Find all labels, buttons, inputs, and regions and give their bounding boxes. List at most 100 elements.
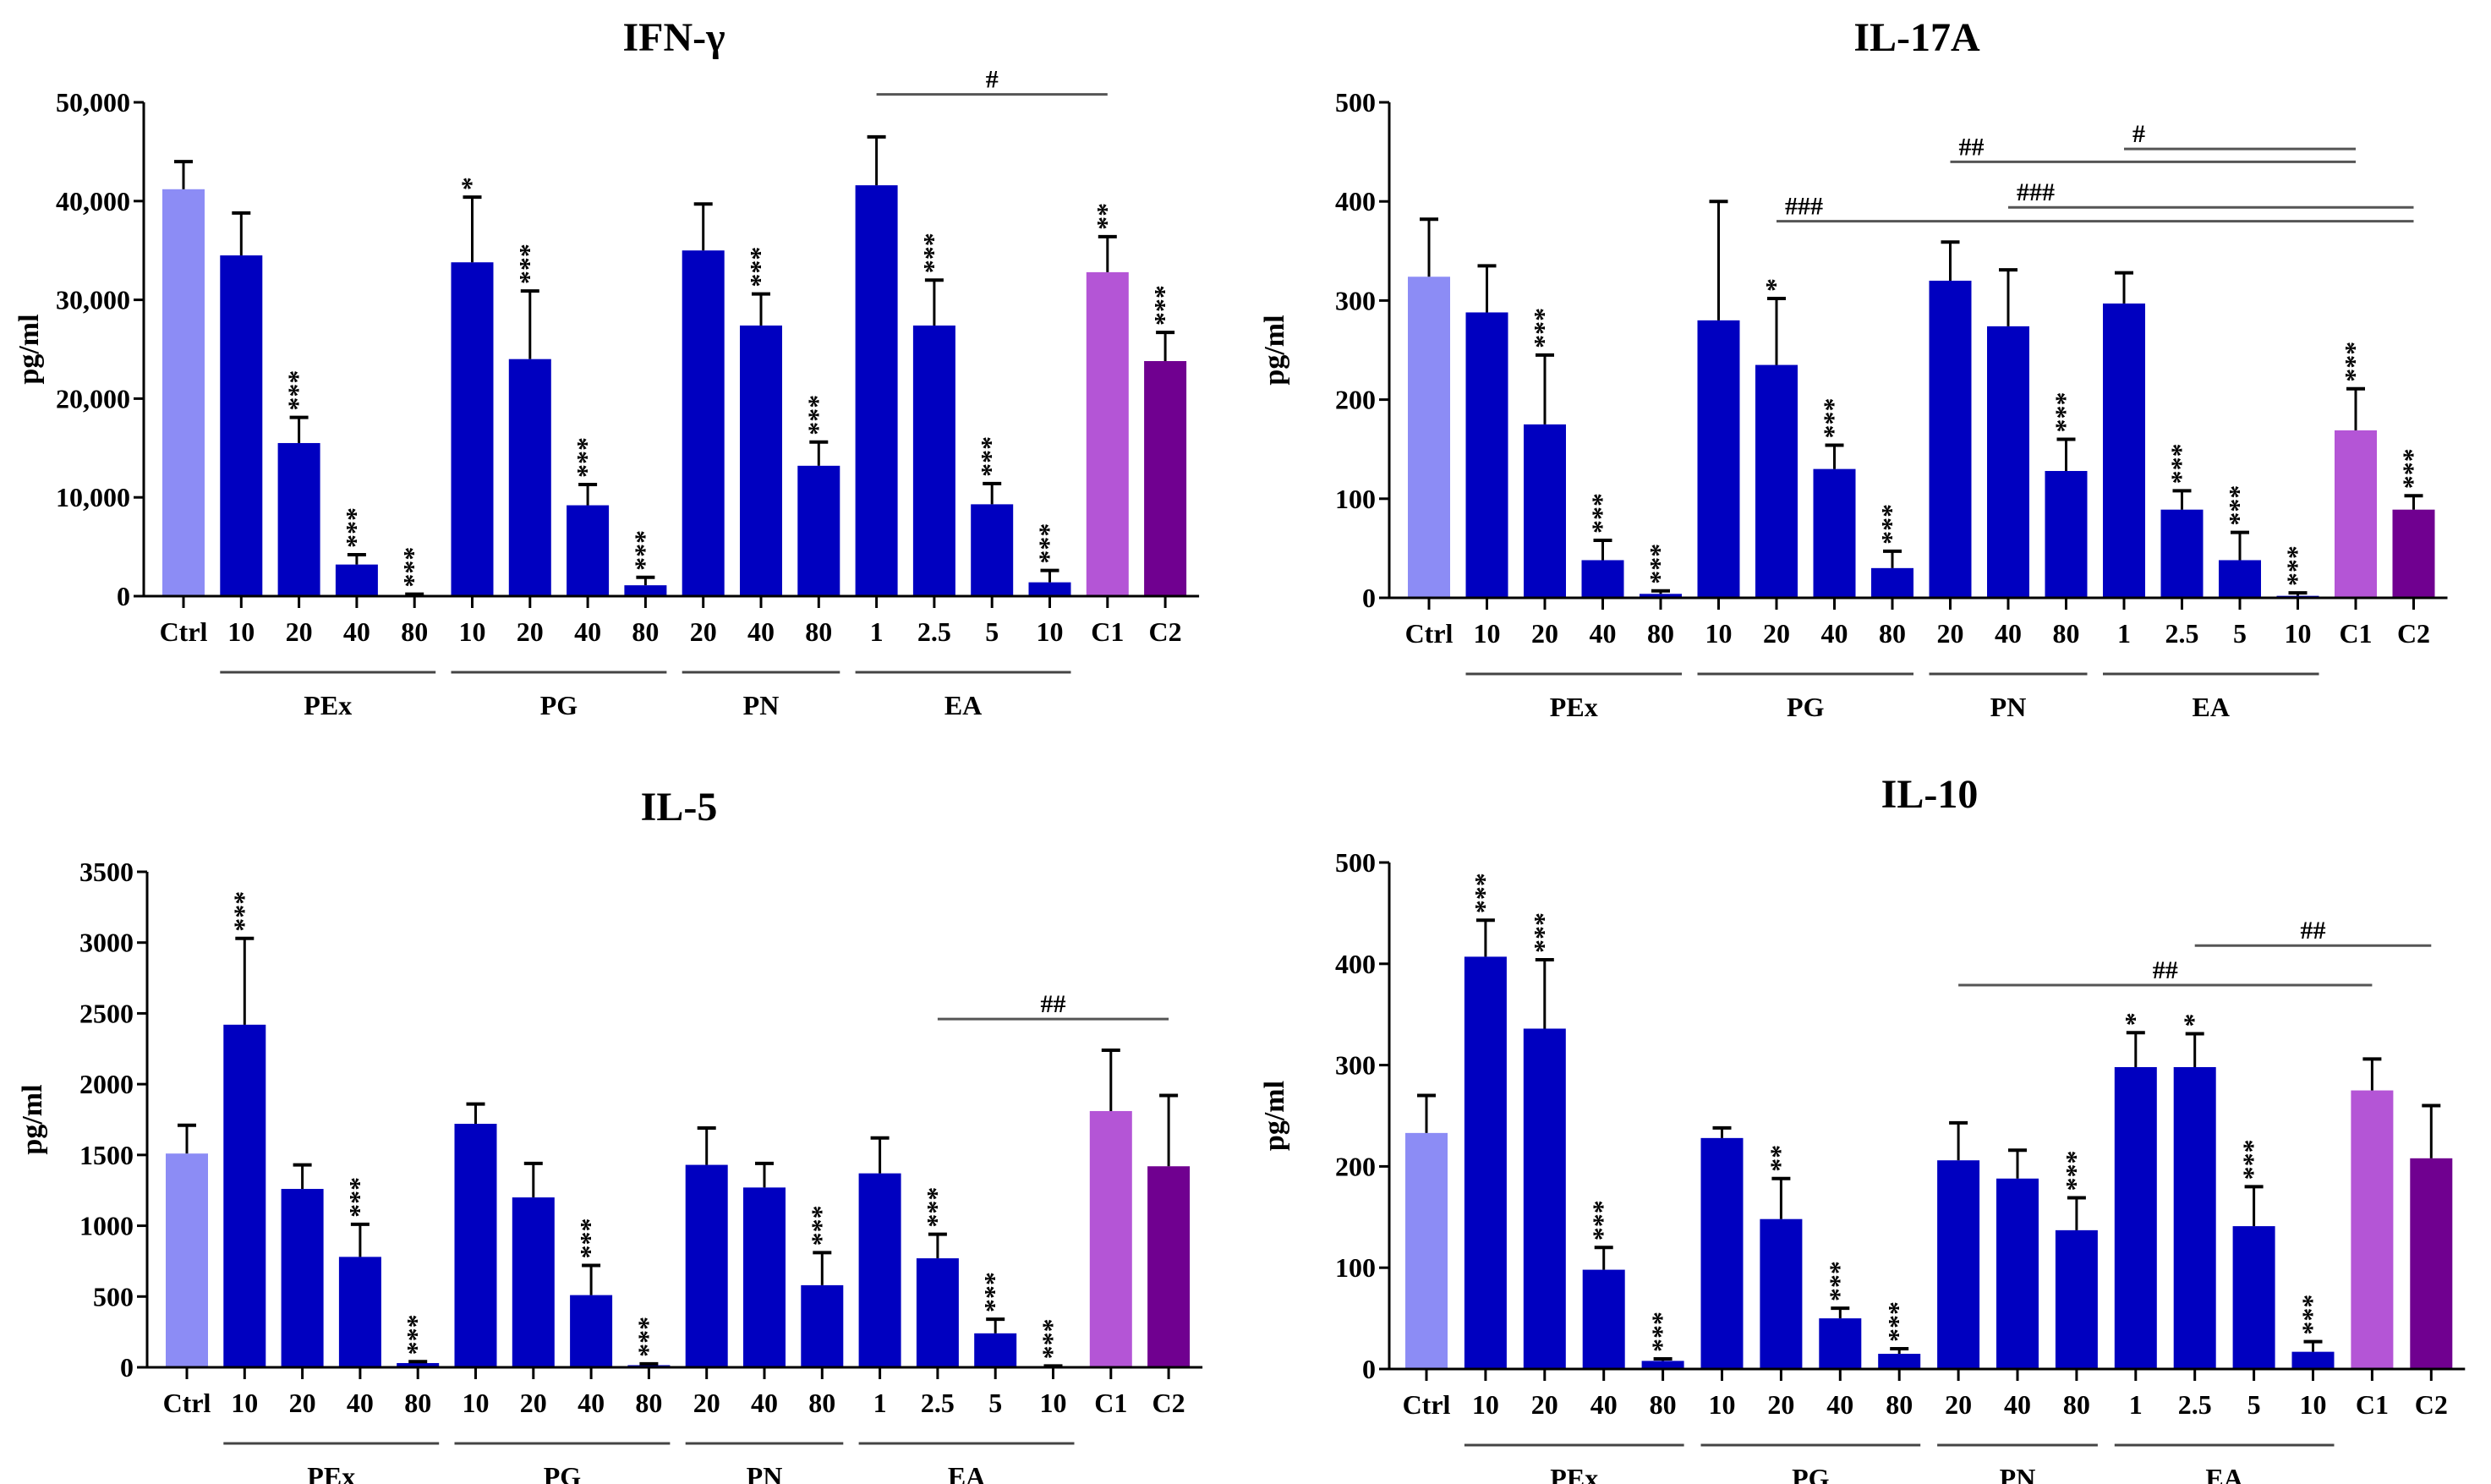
comparison-label-2: ### xyxy=(2017,178,2055,206)
group-label-2: PN xyxy=(747,1461,783,1484)
bar-0 xyxy=(166,1153,208,1367)
x-tick-label-7: 40 xyxy=(574,616,601,647)
x-tick-label-2: 20 xyxy=(286,616,313,647)
x-tick-label-6: 20 xyxy=(1767,1389,1794,1420)
y-tick-label-1: 100 xyxy=(1335,1252,1376,1283)
significance-stars-8: *** xyxy=(1882,1301,1913,1342)
y-tick-label-5: 500 xyxy=(1335,87,1376,118)
comparison-label-0: # xyxy=(986,66,999,94)
bar-11 xyxy=(797,465,840,596)
x-tick-label-13: 2.5 xyxy=(921,1388,955,1418)
bar-17 xyxy=(1144,361,1187,596)
significance-stars-4: *** xyxy=(397,547,428,588)
significance-stars-8: *** xyxy=(628,530,659,571)
bar-9 xyxy=(1929,280,1972,598)
bar-12 xyxy=(2114,1066,2157,1369)
y-tick-label-6: 3000 xyxy=(79,928,134,958)
x-tick-label-13: 2.5 xyxy=(2165,618,2199,649)
bar-12 xyxy=(855,185,898,596)
significance-stars-5: * xyxy=(456,177,486,190)
significance-stars-2: *** xyxy=(282,370,313,411)
x-tick-label-13: 2.5 xyxy=(2178,1389,2212,1420)
x-tick-label-5: 10 xyxy=(1709,1389,1736,1420)
y-tick-label-3: 300 xyxy=(1335,1050,1376,1081)
x-tick-label-15: 10 xyxy=(2300,1389,2327,1420)
x-tick-label-4: 80 xyxy=(404,1388,431,1418)
significance-stars-16: ** xyxy=(1091,203,1121,230)
comparison-label-1: ## xyxy=(1959,133,1985,161)
x-tick-label-4: 80 xyxy=(401,616,428,647)
significance-stars-3: *** xyxy=(1587,1200,1618,1240)
x-tick-label-8: 80 xyxy=(635,1388,662,1418)
significance-stars-15: *** xyxy=(2281,545,2312,586)
bar-4 xyxy=(1641,1361,1684,1369)
group-label-3: EA xyxy=(944,690,982,720)
significance-stars-3: *** xyxy=(343,1177,374,1218)
x-tick-label-10: 40 xyxy=(751,1388,778,1418)
bar-8 xyxy=(624,585,667,596)
x-tick-label-8: 80 xyxy=(1886,1389,1913,1420)
significance-stars-6: * xyxy=(1760,278,1790,292)
group-label-2: PN xyxy=(1990,692,2027,722)
y-axis-label: pg/ml xyxy=(1259,315,1290,385)
x-tick-label-1: 10 xyxy=(1474,618,1501,649)
y-tick-label-0: 0 xyxy=(120,1352,134,1383)
bar-8 xyxy=(1871,567,1913,598)
group-label-3: EA xyxy=(2193,692,2230,722)
x-tick-label-11: 80 xyxy=(808,1388,835,1418)
bar-1 xyxy=(220,255,263,596)
bar-9 xyxy=(1937,1160,1980,1369)
bar-7 xyxy=(567,505,610,596)
x-tick-label-0: Ctrl xyxy=(163,1388,211,1418)
x-tick-label-16: C1 xyxy=(2339,618,2372,649)
significance-stars-7: *** xyxy=(1823,1261,1853,1301)
bar-10 xyxy=(1987,326,2029,598)
x-tick-label-7: 40 xyxy=(1821,618,1848,649)
bar-2 xyxy=(1524,424,1566,598)
bar-12 xyxy=(2103,303,2145,598)
bar-9 xyxy=(682,250,725,596)
x-tick-label-3: 40 xyxy=(1590,1389,1618,1420)
y-tick-label-0: 0 xyxy=(1362,583,1376,613)
y-axis-label: pg/ml xyxy=(17,1084,48,1154)
group-label-0: PEx xyxy=(1550,692,1598,722)
comparison-label-0: ## xyxy=(2153,956,2178,984)
group-label-1: PG xyxy=(1787,692,1825,722)
significance-stars-6: *** xyxy=(513,244,544,284)
x-tick-label-11: 80 xyxy=(2053,618,2080,649)
y-tick-label-7: 3500 xyxy=(79,857,134,887)
group-label-1: PG xyxy=(1792,1463,1830,1484)
comparison-label-3: ### xyxy=(1785,193,1823,221)
bar-13 xyxy=(916,1258,959,1367)
y-tick-label-1: 500 xyxy=(93,1281,134,1312)
x-tick-label-15: 10 xyxy=(1040,1388,1067,1418)
significance-stars-16: *** xyxy=(2339,342,2369,382)
bar-6 xyxy=(512,1197,555,1367)
group-label-0: PEx xyxy=(307,1461,355,1484)
y-axis-label: pg/ml xyxy=(1259,1081,1290,1151)
x-tick-label-16: C1 xyxy=(2356,1389,2389,1420)
bar-6 xyxy=(1755,364,1798,598)
x-tick-label-12: 1 xyxy=(2129,1389,2143,1420)
y-tick-label-3: 30,000 xyxy=(56,285,130,315)
bar-0 xyxy=(1408,277,1450,598)
x-tick-label-0: Ctrl xyxy=(160,616,208,647)
y-tick-label-4: 400 xyxy=(1335,186,1376,216)
significance-stars-11: *** xyxy=(2060,1151,2090,1191)
x-tick-label-5: 10 xyxy=(459,616,486,647)
x-tick-label-5: 10 xyxy=(463,1388,490,1418)
group-label-2: PN xyxy=(743,690,780,720)
significance-stars-3: *** xyxy=(1586,493,1617,534)
chart-title: IL-5 xyxy=(641,785,718,830)
bar-5 xyxy=(1700,1137,1744,1369)
significance-stars-11: *** xyxy=(805,1205,835,1246)
bar-17 xyxy=(2410,1158,2453,1369)
bar-7 xyxy=(570,1295,613,1367)
x-tick-label-14: 5 xyxy=(985,616,999,647)
x-tick-label-8: 80 xyxy=(1879,618,1906,649)
x-tick-label-16: C1 xyxy=(1094,1388,1127,1418)
bar-5 xyxy=(454,1124,497,1367)
significance-stars-7: *** xyxy=(574,1218,605,1258)
y-tick-label-2: 200 xyxy=(1335,1151,1376,1181)
